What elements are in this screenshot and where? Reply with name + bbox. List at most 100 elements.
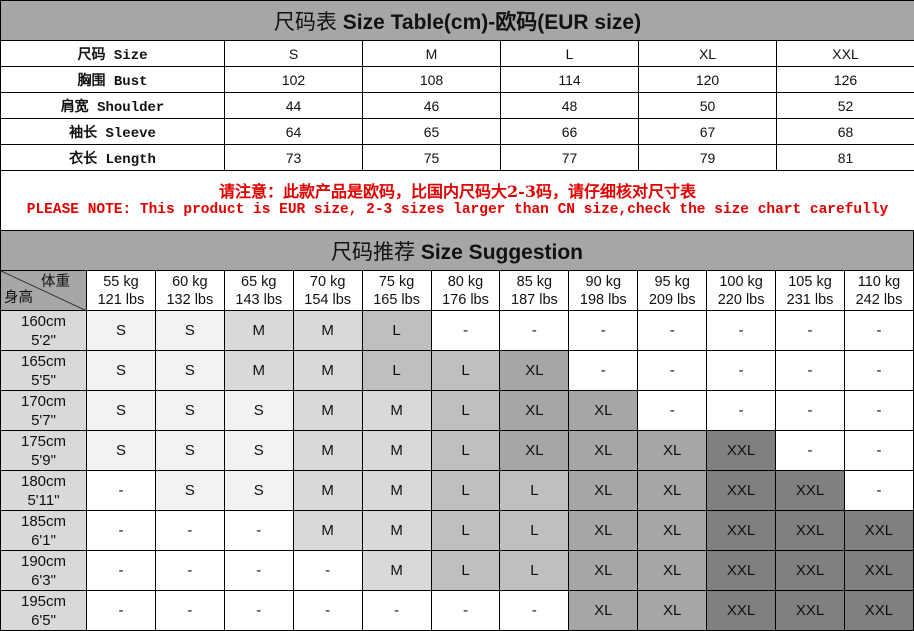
suggested-size: M [292, 310, 363, 351]
suggested-size: - [292, 590, 363, 631]
suggested-size: - [223, 510, 294, 551]
suggested-size: L [430, 430, 501, 471]
suggested-size: M [361, 390, 432, 431]
suggested-size: XL [568, 590, 639, 631]
suggested-size: - [86, 470, 156, 511]
suggested-size: XXL [843, 510, 914, 551]
suggested-size: - [86, 590, 156, 631]
note-en: PLEASE NOTE: This product is EUR size, 2… [26, 201, 889, 218]
suggested-size: XL [568, 470, 639, 511]
weight-header: 95 kg 209 lbs [637, 270, 708, 311]
height-cm: 160cm [20, 312, 67, 330]
size-suggestion-table: 尺码推荐 Size Suggestion 体重 身高 55 kg 121 lbs 6… [0, 230, 914, 631]
height-cm: 180cm [20, 472, 67, 490]
height-cm: 195cm [20, 592, 67, 610]
suggestion-row: 190cm 6'3" - - - - M L L XL XL XXL XXL XXL [0, 550, 914, 591]
suggested-size: XL [499, 390, 570, 431]
weight-header: 80 kg 176 lbs [430, 270, 501, 311]
weight-kg: 85 kg [516, 273, 553, 290]
suggested-size: S [223, 470, 294, 511]
suggestion-row: 180cm 5'11" - S S M M L L XL XL XXL XXL - [0, 470, 914, 511]
weight-lbs: 209 lbs [648, 291, 696, 308]
suggested-size: M [292, 510, 363, 551]
weight-kg: 70 kg [309, 273, 346, 290]
suggested-size: - [843, 470, 914, 511]
weight-kg: 80 kg [447, 273, 484, 290]
size-value: 64 [224, 118, 363, 145]
size-value: 75 [362, 144, 501, 171]
height-ft: 5'5" [31, 371, 56, 389]
suggested-size: S [223, 430, 294, 471]
suggested-size: - [154, 550, 225, 591]
weight-header: 75 kg 165 lbs [361, 270, 432, 311]
suggested-size: S [223, 390, 294, 431]
weight-lbs: 132 lbs [166, 291, 214, 308]
height-header: 175cm 5'9" [0, 430, 87, 471]
suggested-size: M [292, 430, 363, 471]
suggested-size: - [499, 310, 570, 351]
size-row: 肩宽 Shoulder 44 46 48 50 52 [0, 92, 914, 119]
height-cm: 170cm [20, 392, 67, 410]
height-ft: 5'7" [31, 411, 56, 429]
suggestion-row: 165cm 5'5" S S M M L L XL - - - - - [0, 350, 914, 391]
weight-header: 55 kg 121 lbs [86, 270, 156, 311]
suggested-size: XXL [706, 470, 777, 511]
height-cm: 185cm [20, 512, 67, 530]
suggested-size: XXL [775, 470, 845, 511]
suggested-size: - [843, 350, 914, 391]
height-label: 身高 [4, 290, 33, 306]
size-value: 67 [638, 118, 777, 145]
height-header: 180cm 5'11" [0, 470, 87, 511]
row-label: 衣长 Length [0, 144, 225, 171]
size-value: 65 [362, 118, 501, 145]
size-value: 68 [775, 118, 914, 145]
suggestion-row: 160cm 5'2" S S M M L - - - - - - - [0, 310, 914, 351]
weight-kg: 65 kg [241, 273, 277, 290]
size-value: 79 [638, 144, 777, 171]
weight-header: 85 kg 187 lbs [499, 270, 570, 311]
weight-kg: 105 kg [788, 273, 832, 290]
size-note: 请注意：此款产品是欧码，比国内尺码大2-3码，请仔细核对尺寸表 PLEASE N… [0, 170, 914, 231]
suggested-size: XXL [706, 510, 777, 551]
suggested-size: XXL [775, 510, 845, 551]
suggested-size: - [637, 350, 708, 391]
height-ft: 5'11" [27, 491, 60, 509]
suggested-size: L [430, 350, 501, 391]
suggested-size: XXL [843, 550, 914, 591]
suggested-size: - [775, 390, 845, 431]
suggestion-row: 195cm 6'5" - - - - - - - XL XL XXL XXL XXL [0, 590, 914, 631]
suggested-size: XL [568, 550, 639, 591]
weight-header: 100 kg 220 lbs [706, 270, 777, 311]
suggested-size: S [86, 390, 156, 431]
suggested-size: S [154, 470, 225, 511]
weight-kg: 110 kg [857, 273, 901, 290]
suggested-size: - [568, 350, 639, 391]
suggested-size: XXL [775, 550, 845, 591]
height-ft: 5'2" [31, 331, 56, 349]
suggested-size: XL [568, 390, 639, 431]
size-value: 102 [224, 66, 363, 93]
suggested-size: XL [499, 430, 570, 471]
suggested-size: L [499, 550, 570, 591]
weight-lbs: 198 lbs [579, 291, 627, 308]
suggested-size: XL [637, 590, 708, 631]
suggested-size: - [637, 310, 708, 351]
suggested-size: M [361, 510, 432, 551]
suggested-size: S [86, 310, 156, 351]
height-cm: 190cm [20, 552, 67, 570]
size-value: 52 [775, 92, 914, 119]
size-value: 126 [775, 66, 914, 93]
weight-lbs: 154 lbs [304, 291, 352, 308]
weight-lbs: 143 lbs [235, 291, 283, 308]
suggested-size: - [706, 390, 777, 431]
suggested-size: XXL [843, 590, 914, 631]
suggested-size: - [775, 310, 845, 351]
suggested-size: L [499, 510, 570, 551]
suggested-size: L [430, 550, 501, 591]
suggested-size: - [637, 390, 708, 431]
suggested-size: - [499, 590, 570, 631]
note-cn: 请注意：此款产品是欧码，比国内尺码大2-3码，请仔细核对尺寸表 [219, 181, 696, 201]
row-label: 肩宽 Shoulder [0, 92, 225, 119]
suggested-size: - [430, 590, 501, 631]
